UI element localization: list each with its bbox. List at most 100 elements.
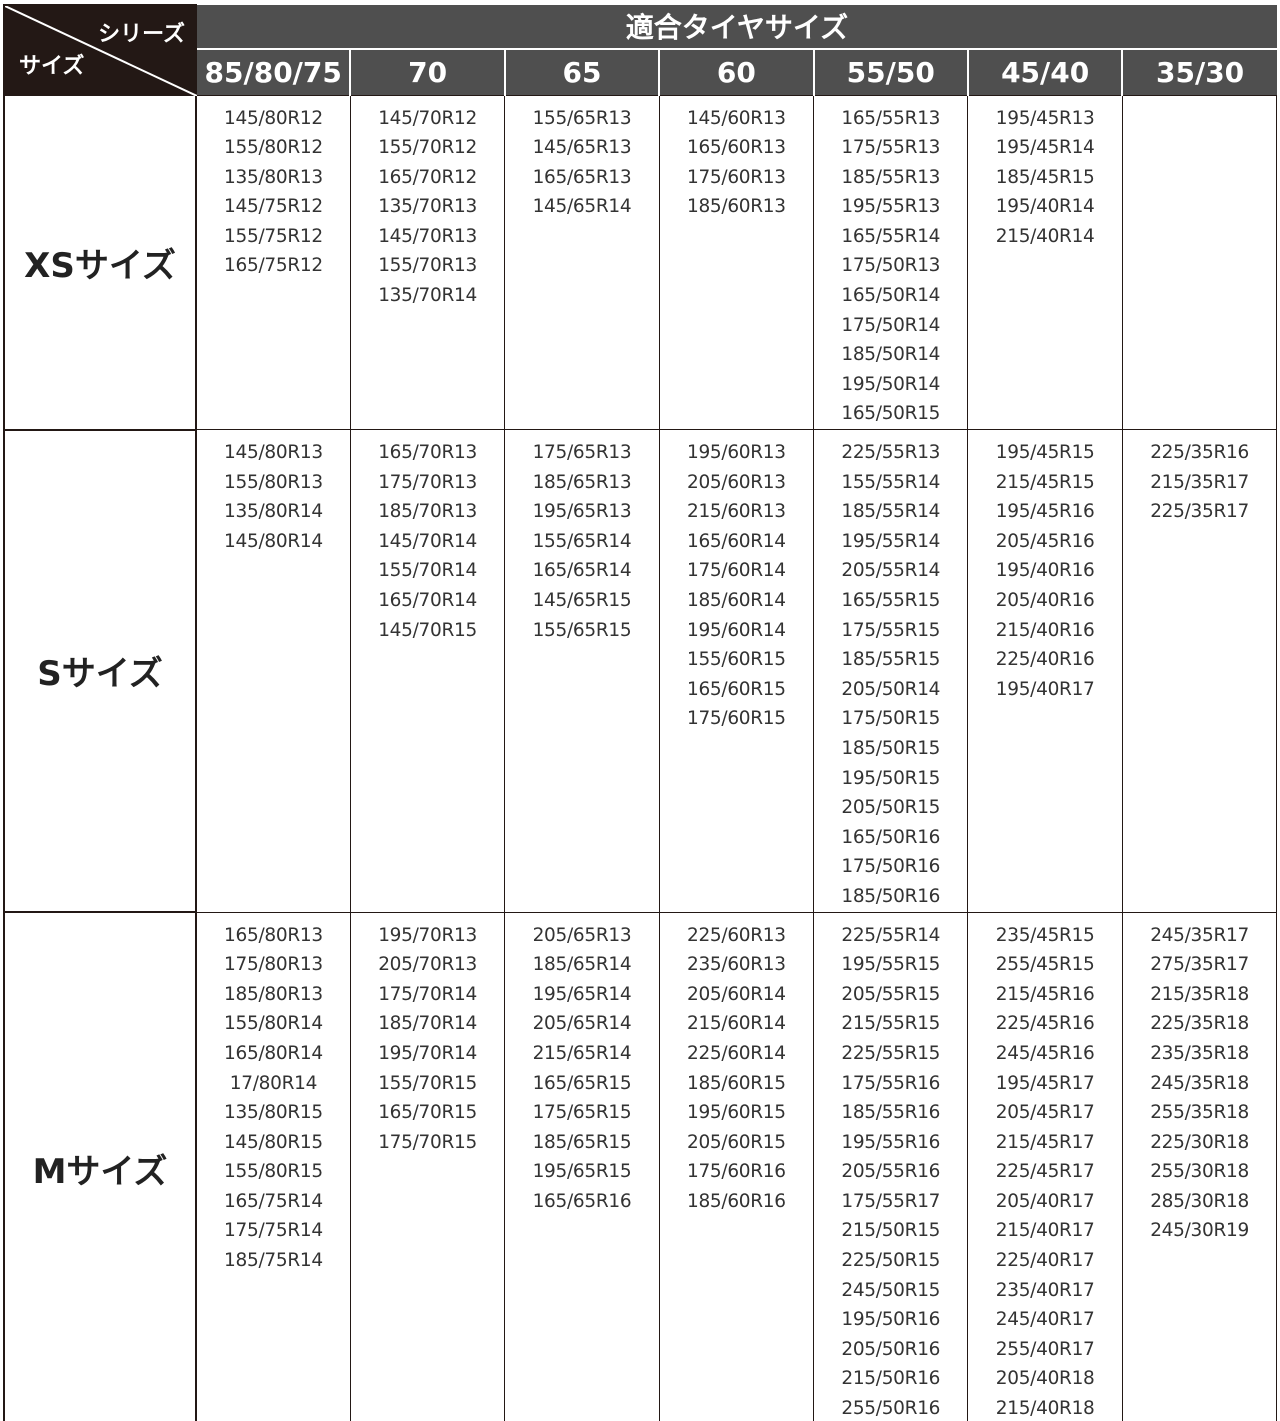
tire-size: 215/50R16 [841,1368,941,1390]
tire-size: 175/55R16 [841,1072,941,1094]
tire-size: 195/50R16 [841,1309,941,1331]
tire-size: 245/45R16 [995,1042,1095,1064]
tire-size: 205/60R15 [686,1131,786,1153]
tire-size: 145/65R14 [532,196,632,218]
tire-size: 195/60R13 [686,442,786,464]
tire-size: 215/40R16 [995,619,1095,641]
corner-header: シリーズ サイズ [3,4,197,96]
tire-size: 155/80R13 [224,471,323,493]
tire-size: 195/65R14 [532,983,632,1005]
column-header: 55/50 [812,48,968,95]
tire-size: 185/70R13 [378,501,477,523]
tire-size: 155/80R12 [224,137,323,159]
tire-size: 175/75R14 [224,1220,323,1242]
tire-size: 195/65R13 [532,501,632,523]
tire-size: 205/65R13 [532,924,632,946]
tire-size: 185/50R14 [841,344,941,366]
tire-size: 155/70R15 [378,1072,477,1094]
tire-size: 215/45R17 [995,1131,1095,1153]
tire-size: 255/50R16 [841,1398,941,1420]
tire-size: 215/60R13 [686,501,786,523]
tire-size: 195/40R14 [995,196,1095,218]
tire-size: 215/50R15 [841,1220,941,1242]
tire-size: 225/60R13 [686,924,786,946]
tire-size: 175/70R13 [378,471,477,493]
tire-size: 17/80R14 [229,1072,318,1094]
tire-size: 175/55R17 [841,1190,941,1212]
table-cell: 235/45R15 255/45R15 215/45R16 225/45R16 245/… [967,911,1123,1421]
tire-size: 165/50R16 [841,826,941,848]
tire-size: 135/80R13 [224,166,323,188]
tire-size: 165/60R14 [686,530,786,552]
column-header: 65 [503,48,660,95]
table-cell: 195/60R13 205/60R13 215/60R13 165/60R14 175/… [658,429,815,913]
tire-size: 145/65R13 [532,137,632,159]
tire-size: 165/65R14 [532,560,632,582]
tire-size: 145/75R12 [224,196,323,218]
column-header: 60 [658,48,814,95]
tire-size: 135/70R14 [378,285,477,307]
tire-size: 215/45R16 [995,983,1095,1005]
tire-size: 245/50R15 [841,1279,941,1301]
tire-size: 185/60R13 [686,196,786,218]
tire-size: 205/50R16 [841,1338,941,1360]
tire-size: 205/45R17 [995,1102,1095,1124]
tire-size: 215/65R14 [532,1042,632,1064]
table-cell: 225/60R13 235/60R13 205/60R14 215/60R14 225/… [658,911,815,1421]
tire-size: 155/70R13 [378,255,477,277]
tire-size: 165/55R15 [841,590,941,611]
table-row: XSサイズ 145/80R12 155/80R12 135/80R13 145/75R1… [3,94,1278,431]
tire-size: 195/45R15 [995,442,1095,464]
tire-size: 185/65R13 [532,471,632,493]
tire-size: 245/40R17 [995,1309,1095,1331]
tire-size: 195/50R14 [841,373,941,395]
tire-size: 175/50R16 [841,856,941,878]
tire-size: 165/60R15 [686,678,786,700]
tire-size: 185/55R16 [841,1102,941,1124]
tire-size: 225/35R18 [1150,1013,1249,1035]
tire-size: 205/40R16 [995,590,1095,611]
tire-size: 245/30R19 [1150,1220,1249,1242]
tire-size: 165/80R14 [224,1042,323,1064]
tire-size: 195/40R17 [995,678,1095,700]
tire-size: 235/35R18 [1150,1042,1249,1064]
tire-size: 225/55R15 [841,1042,941,1064]
tire-size: 195/45R14 [995,137,1095,159]
tire-size: 215/35R18 [1150,983,1249,1005]
row-label: XSサイズ [3,94,197,431]
table-row: Mサイズ 165/80R13 175/80R13 185/80R13 155/80R14… [3,911,1278,1421]
tire-size: 215/55R15 [841,1013,941,1035]
tire-size: 225/30R18 [1150,1131,1249,1153]
tire-size: 205/65R14 [532,1013,632,1035]
tire-size: 135/70R13 [378,196,477,218]
tire-size: 255/35R18 [1150,1102,1249,1124]
tire-size: 225/50R15 [841,1250,941,1272]
tire-size: 175/60R16 [686,1161,786,1183]
table-cell: 195/45R15 215/45R15 195/45R16 205/45R16 195/… [967,429,1123,913]
tire-size: 155/60R15 [686,649,786,671]
table-row: Sサイズ 145/80R13 155/80R13 135/80R14 145/80R14… [3,428,1278,914]
tire-size: 225/45R17 [995,1161,1095,1183]
tire-size: 175/65R13 [532,442,632,464]
tire-size: 155/75R12 [224,225,323,247]
table-title: 適合タイヤサイズ [196,5,1277,50]
table-cell: 165/70R13 175/70R13 185/70R13 145/70R14 155/… [349,429,506,913]
tire-size: 205/55R14 [841,560,941,582]
table-cell: 145/60R13 165/60R13 175/60R13 185/60R13 [658,94,815,431]
tire-size: 185/60R15 [686,1072,786,1094]
tire-size: 215/40R17 [995,1220,1095,1242]
tire-size: 155/65R14 [532,530,632,552]
tire-size: 135/80R14 [224,501,323,523]
tire-size: 145/70R12 [378,107,477,129]
series-label: シリーズ [98,22,185,47]
row-label: Sサイズ [3,428,197,914]
tire-size: 185/75R14 [224,1250,323,1272]
tire-size: 185/50R15 [841,737,941,759]
tire-size: 175/70R14 [378,983,477,1005]
tire-size: 195/45R17 [995,1072,1095,1094]
tire-size: 145/80R12 [224,107,323,129]
tire-size: 235/45R15 [995,924,1095,946]
tire-size: 195/45R13 [995,107,1095,129]
tire-size: 225/55R14 [841,924,941,946]
tire-size: 145/65R15 [532,590,632,611]
